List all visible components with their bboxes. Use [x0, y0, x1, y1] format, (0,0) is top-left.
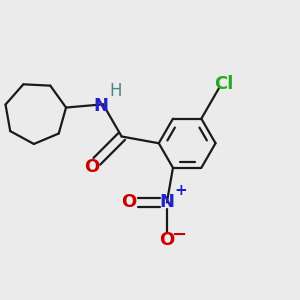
Text: +: + — [174, 183, 187, 198]
Text: H: H — [109, 82, 122, 100]
Text: O: O — [121, 194, 136, 211]
Text: N: N — [94, 97, 109, 115]
Text: N: N — [159, 194, 174, 211]
Text: Cl: Cl — [214, 75, 234, 93]
Text: O: O — [159, 231, 175, 249]
Text: O: O — [84, 158, 100, 176]
Text: −: − — [172, 226, 187, 244]
